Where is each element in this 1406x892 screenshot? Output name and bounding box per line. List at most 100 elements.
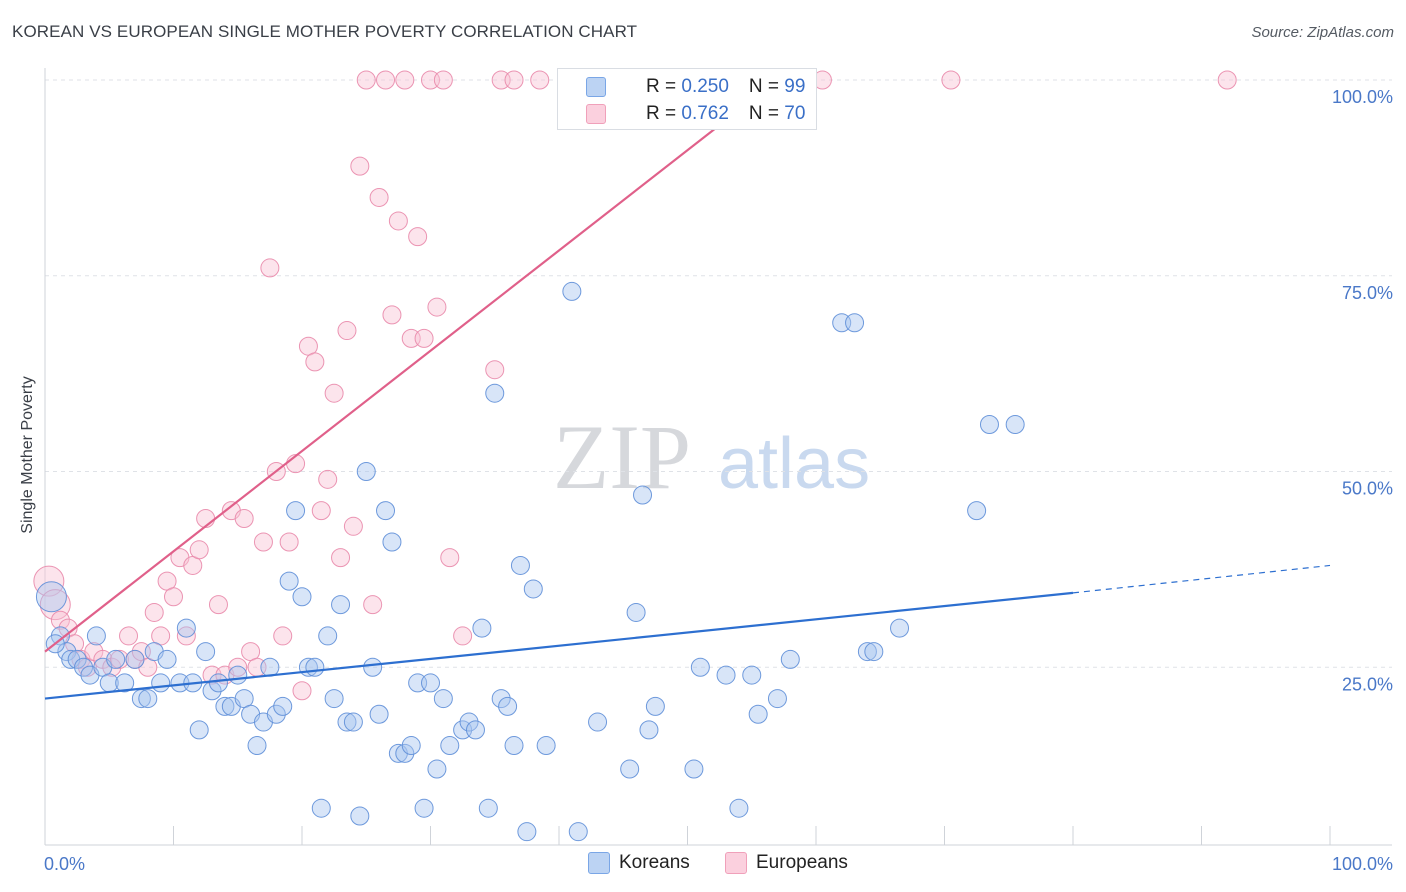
european-point <box>33 565 65 597</box>
korean-point <box>401 736 421 756</box>
legend-r-label: R = <box>646 76 682 97</box>
korean-point <box>196 642 216 662</box>
korean-point <box>639 720 659 740</box>
korean-point <box>311 798 331 818</box>
korean-point <box>331 595 351 615</box>
series-legend-swatch-europeans <box>725 852 747 874</box>
korean-point <box>767 689 787 709</box>
european-point <box>318 469 338 489</box>
korean-point <box>369 704 389 724</box>
korean-point <box>748 704 768 724</box>
korean-point <box>350 806 370 826</box>
european-point <box>433 70 453 90</box>
korean-point <box>138 689 158 709</box>
korean-point <box>890 618 910 638</box>
european-point <box>196 508 216 528</box>
european-point <box>311 501 331 521</box>
x-tick-label: 100.0% <box>1332 854 1393 874</box>
korean-point <box>382 532 402 552</box>
european-point <box>189 540 209 560</box>
data-points <box>33 70 1237 842</box>
korean-point <box>857 642 877 662</box>
korean-point <box>260 657 280 677</box>
korean-point <box>729 798 749 818</box>
korean-point <box>645 696 665 716</box>
european-point <box>260 258 280 278</box>
european-point <box>292 681 312 701</box>
european-point <box>234 508 254 528</box>
legend-swatch-koreans <box>586 77 606 97</box>
korean-point <box>690 657 710 677</box>
korean-point <box>286 501 306 521</box>
european-point <box>363 595 383 615</box>
european-point <box>427 297 447 317</box>
legend-r-value: 0.250 <box>681 76 729 97</box>
legend-box: R = 0.250 N = 99 R = 0.762 N = 70 <box>557 68 817 130</box>
korean-point <box>176 618 196 638</box>
european-point <box>530 70 550 90</box>
european-point <box>440 548 460 568</box>
korean-point <box>620 759 640 779</box>
korean-point <box>433 689 453 709</box>
european-point <box>119 626 139 646</box>
korean-point <box>562 281 582 301</box>
legend-n-value: 99 <box>784 76 806 97</box>
korean-point <box>967 501 987 521</box>
korean-point <box>86 626 106 646</box>
korean-point <box>421 673 440 693</box>
series-legend-koreans[interactable]: Koreans <box>588 852 690 874</box>
european-point <box>414 328 434 348</box>
series-legend-label-europeans: Europeans <box>756 852 848 873</box>
korean-point <box>395 743 415 763</box>
korean-point <box>151 673 171 693</box>
source-attribution: Source: ZipAtlas.com <box>1251 24 1394 41</box>
european-point <box>337 321 357 341</box>
korean-trend-line <box>44 591 1074 700</box>
x-tick-label: 0.0% <box>44 854 85 874</box>
european-point <box>279 532 299 552</box>
korean-point <box>318 626 338 646</box>
european-point <box>324 383 344 403</box>
legend-r-label: R = <box>646 103 682 124</box>
korean-point <box>115 673 135 693</box>
european-point <box>331 548 351 568</box>
european-point <box>176 626 196 646</box>
korean-point <box>305 657 325 677</box>
korean-point <box>478 798 498 818</box>
european-point <box>395 70 415 90</box>
korean-point <box>485 383 505 403</box>
korean-point <box>459 712 479 732</box>
korean-point <box>324 689 344 709</box>
watermark: ZIP atlas <box>553 406 870 508</box>
y-tick-label: 100.0% <box>1332 87 1393 107</box>
series-legend-europeans[interactable]: Europeans <box>725 852 848 874</box>
european-point <box>208 595 228 615</box>
korean-point <box>536 736 556 756</box>
korean-point <box>588 712 608 732</box>
korean-point <box>157 649 177 669</box>
korean-point <box>337 712 357 732</box>
korean-trend-extension <box>1072 564 1331 594</box>
korean-point <box>74 657 94 677</box>
european-point <box>382 305 402 325</box>
korean-point <box>215 696 235 716</box>
trend-lines <box>44 79 1331 700</box>
korean-point <box>228 665 248 685</box>
korean-point <box>633 485 653 505</box>
korean-point <box>716 665 736 685</box>
korean-point <box>517 822 537 842</box>
european-point <box>164 587 183 607</box>
european-point <box>356 70 376 90</box>
korean-point <box>979 415 999 435</box>
korean-point <box>273 696 293 716</box>
korean-point <box>472 618 492 638</box>
korean-point <box>414 798 434 818</box>
korean-point <box>125 649 145 669</box>
korean-point <box>376 501 396 521</box>
korean-point <box>568 822 588 842</box>
korean-point <box>35 581 67 613</box>
watermark-atlas: atlas <box>718 424 870 504</box>
korean-point <box>106 649 126 669</box>
european-point <box>343 516 363 536</box>
